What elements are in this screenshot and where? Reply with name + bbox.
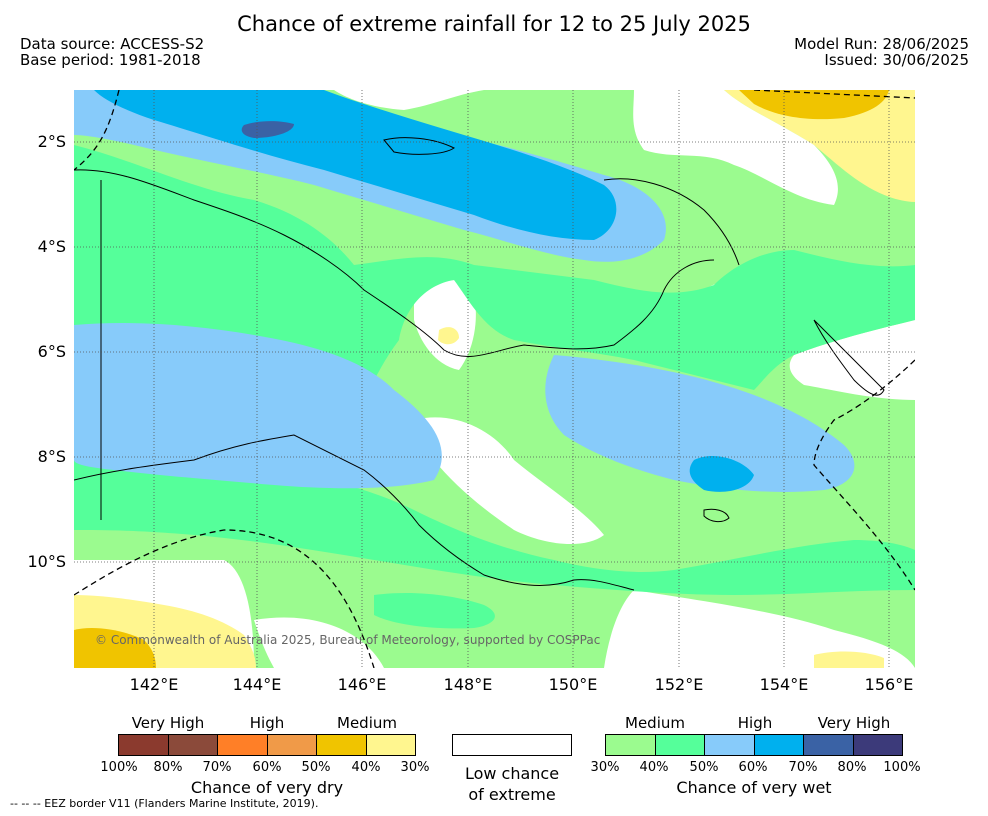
wet-level-very-high: Very High — [817, 714, 891, 732]
eez-border-southeast — [813, 359, 915, 591]
very-dry-region-northeast — [739, 90, 889, 120]
dry-level-medium: Medium — [337, 714, 397, 732]
dry-swatch-70 — [218, 735, 268, 755]
dry-pct: 70% — [202, 760, 232, 775]
wet-swatch-60 — [754, 735, 804, 755]
new-britain-coast — [603, 178, 740, 266]
woodlark-island — [703, 508, 730, 523]
base-period: Base period: 1981-2018 — [20, 51, 201, 69]
lon-label: 156°E — [864, 675, 914, 694]
low-chance-region-north — [334, 90, 484, 110]
copyright-notice: © Commonwealth of Australia 2025, Bureau… — [95, 633, 601, 647]
dry-pct: 50% — [301, 760, 331, 775]
wet-legend-title: Chance of very wet — [676, 778, 832, 797]
wet-pct: 50% — [689, 760, 719, 775]
eez-borders — [74, 90, 915, 668]
wet-level-high: High — [737, 714, 773, 732]
dry-swatch-60 — [267, 735, 317, 755]
medium-wet-region-central — [74, 145, 915, 400]
coastlines — [74, 137, 885, 591]
lon-label: 154°E — [759, 675, 809, 694]
lat-label: 4°S — [37, 237, 66, 256]
dry-swatch-40 — [366, 735, 415, 755]
wet-colorbar — [605, 734, 903, 756]
low-chance-region-far-east — [789, 320, 915, 400]
dry-legend-title: Chance of very dry — [190, 778, 344, 797]
wet-70-patch — [241, 121, 294, 138]
low-chance-label-1: Low chance — [464, 764, 560, 783]
manus-island — [383, 137, 455, 155]
lat-label: 6°S — [37, 342, 66, 361]
high-wet-region-west — [74, 323, 442, 489]
wet-level-medium: Medium — [625, 714, 685, 732]
low-chance-label-2: of extreme — [468, 785, 556, 804]
lat-label: 8°S — [37, 447, 66, 466]
eez-border-southwest — [74, 529, 375, 668]
eez-border-northeast — [753, 90, 915, 99]
very-high-wet-region-east — [689, 455, 754, 492]
wet-pct: 60% — [738, 760, 768, 775]
dry-region-northeast — [724, 90, 915, 202]
wet-pct: 100% — [883, 760, 921, 775]
low-chance-region-south — [254, 617, 384, 668]
wet-pct: 40% — [639, 760, 669, 775]
dry-level-high: High — [249, 714, 285, 732]
lon-label: 148°E — [443, 675, 493, 694]
dry-swatch-80 — [168, 735, 218, 755]
medium-wet-region-south-2 — [374, 593, 495, 629]
eez-border-northwest — [74, 90, 120, 171]
lat-label: 2°S — [37, 132, 66, 151]
issued-date: Issued: 30/06/2025 — [824, 51, 969, 69]
low-chance-region-north-2 — [633, 90, 838, 205]
lon-label: 152°E — [654, 675, 704, 694]
low-chance-region-center — [414, 280, 476, 370]
eez-footnote: -- -- -- EEZ border V11 (Flanders Marine… — [10, 797, 319, 810]
lon-label: 142°E — [129, 675, 179, 694]
wet-swatch-30 — [606, 735, 656, 755]
wet-swatch-40 — [655, 735, 705, 755]
dry-pct: 100% — [100, 760, 138, 775]
low-chance-swatch — [452, 734, 572, 756]
wet-swatch-80 — [853, 735, 902, 755]
dry-pct: 80% — [153, 760, 183, 775]
rainfall-map — [74, 90, 915, 668]
wet-swatch-70 — [804, 735, 854, 755]
wet-pct: 70% — [788, 760, 818, 775]
dry-patch-center — [438, 327, 459, 345]
dry-pct: 30% — [400, 760, 430, 775]
low-chance-region-southeast-2 — [604, 590, 915, 668]
new-guinea-north-coast — [74, 169, 715, 357]
very-high-wet-region-north — [94, 90, 617, 240]
data-source: Data source: ACCESS-S2 — [20, 35, 205, 53]
dry-level-very-high: Very High — [131, 714, 205, 732]
low-swatch — [453, 735, 571, 755]
wet-pct: 30% — [590, 760, 620, 775]
high-wet-region-east — [545, 355, 855, 492]
lon-label: 146°E — [337, 675, 387, 694]
model-run: Model Run: 28/06/2025 — [794, 35, 969, 53]
lon-label: 144°E — [232, 675, 282, 694]
dry-region-southeast — [814, 651, 884, 668]
lon-label: 150°E — [548, 675, 598, 694]
gridlines — [74, 90, 915, 668]
run-info: Model Run: 28/06/2025 Issued: 30/06/2025 — [794, 36, 969, 68]
wet-swatch-50 — [705, 735, 755, 755]
very-dry-region-southwest — [74, 628, 156, 668]
data-info: Data source: ACCESS-S2 Base period: 1981… — [20, 36, 204, 68]
dry-swatch-100 — [119, 735, 169, 755]
low-chance-region-southeast — [412, 417, 604, 545]
dry-pct: 60% — [252, 760, 282, 775]
dry-colorbar — [118, 734, 416, 756]
lat-label: 10°S — [27, 552, 66, 571]
dry-pct: 40% — [351, 760, 381, 775]
wet-pct: 80% — [837, 760, 867, 775]
dry-swatch-50 — [317, 735, 367, 755]
chart-title: Chance of extreme rainfall for 12 to 25 … — [237, 12, 751, 36]
new-guinea-south-coast — [74, 434, 635, 591]
